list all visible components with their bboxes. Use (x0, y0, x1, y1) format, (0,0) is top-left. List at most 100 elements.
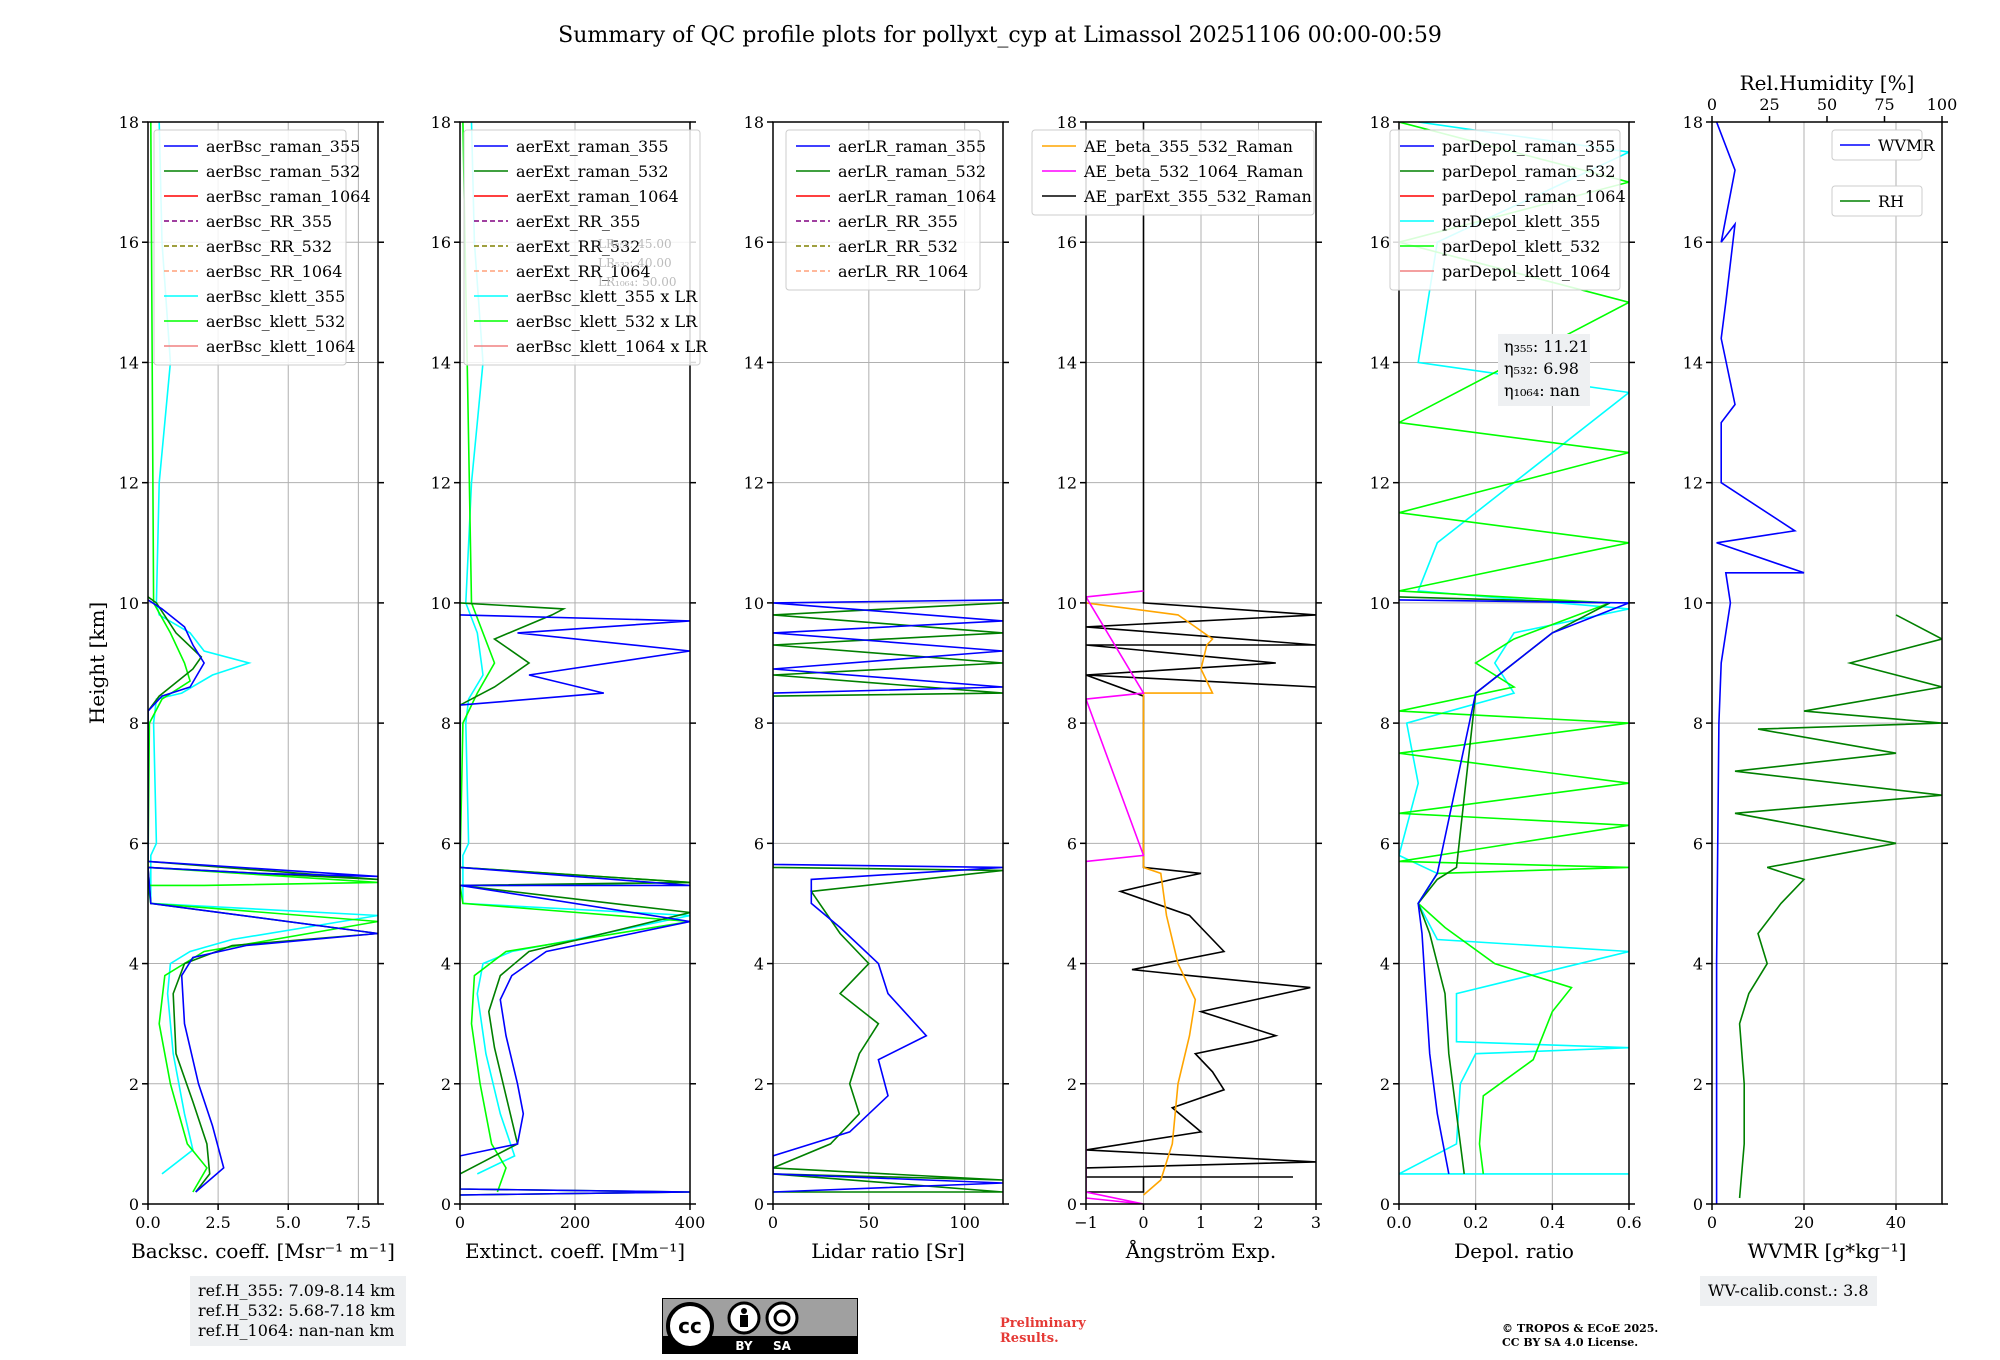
y-tick-label: 2 (441, 1075, 451, 1094)
y-tick-label: 6 (1693, 834, 1703, 853)
series-aerext-raman-532 (460, 602, 690, 1196)
series-ae-parext-355-532-raman (1086, 122, 1316, 1193)
y-tick-label: 8 (129, 714, 139, 733)
y-tick-label: 10 (431, 594, 451, 613)
lr-note: LR₅₃₂: 40.00 (598, 256, 672, 270)
legend-entry: parDepol_klett_355 (1442, 212, 1600, 231)
legend-entry: aerBsc_klett_1064 (206, 337, 355, 356)
series-ae-beta-532-1064-raman (1086, 590, 1145, 1204)
y-tick-label: 6 (1380, 834, 1390, 853)
lr-note: LR₃₅₅: 45.00 (598, 237, 672, 251)
x-tick-label: 0 (1138, 1213, 1148, 1232)
x-axis-label: Lidar ratio [Sr] (811, 1239, 965, 1263)
y-tick-label: 6 (1067, 834, 1077, 853)
legend-entry: parDepol_raman_355 (1442, 137, 1615, 156)
legend-entry: aerExt_raman_1064 (516, 187, 679, 206)
series-aerext-raman-355 (460, 614, 690, 1196)
y-tick-label: 4 (1067, 955, 1077, 974)
x-axis-label: Ångström Exp. (1125, 1238, 1276, 1263)
copyright-note: © TROPOS & ECoE 2025. CC BY SA 4.0 Licen… (1502, 1322, 1658, 1350)
series-aerlr-raman-532 (773, 602, 1003, 1193)
top-x-tick-label: 0 (1707, 95, 1717, 114)
cc-license-badge: cc BY SA (662, 1298, 858, 1354)
legend-entry: aerBsc_klett_532 (206, 312, 345, 331)
legend-entry: aerLR_RR_1064 (838, 262, 968, 281)
legend-box (1831, 129, 1923, 161)
y-tick-label: 16 (1683, 233, 1703, 252)
x-axis-label: Depol. ratio (1454, 1239, 1574, 1263)
y-tick-label: 8 (1693, 714, 1703, 733)
y-tick-label: 0 (1067, 1195, 1077, 1214)
axes-frame (147, 121, 379, 1205)
x-tick-label: 0 (455, 1213, 465, 1232)
legend-entry: aerLR_raman_1064 (838, 187, 996, 206)
y-tick-label: 6 (129, 834, 139, 853)
y-tick-label: 4 (129, 955, 139, 974)
legend-entry: aerLR_RR_355 (838, 212, 958, 231)
wv-calibration-text: WV-calib.const.: 3.8 (1708, 1281, 1869, 1300)
y-tick-label: 18 (431, 113, 451, 132)
axes-frame (1398, 121, 1630, 1205)
legend-entry: aerBsc_raman_355 (206, 137, 360, 156)
axes-frame (772, 121, 1004, 1205)
x-axis-label: WVMR [g*kg⁻¹] (1748, 1239, 1907, 1263)
series-aerbsc-raman-532 (148, 596, 378, 1193)
legend-box (1389, 129, 1621, 291)
top-x-tick-label: 25 (1759, 95, 1779, 114)
legend-box (463, 129, 701, 366)
y-tick-label: 16 (119, 233, 139, 252)
y-tick-label: 0 (1380, 1195, 1390, 1214)
y-tick-label: 14 (1370, 353, 1390, 372)
y-tick-label: 10 (1683, 594, 1703, 613)
y-tick-label: 14 (744, 353, 764, 372)
axes-frame (1711, 121, 1943, 1205)
y-tick-label: 10 (119, 594, 139, 613)
eta-value: η₃₅₅: 11.21 (1504, 337, 1589, 356)
y-tick-label: 18 (744, 113, 764, 132)
y-tick-label: 6 (441, 834, 451, 853)
y-tick-label: 16 (1370, 233, 1390, 252)
legend-entry: aerExt_raman_355 (516, 137, 669, 156)
legend-entry: AE_beta_355_532_Raman (1083, 137, 1293, 156)
y-tick-label: 10 (1057, 594, 1077, 613)
refbox-line-355: ref.H_355: 7.09-8.14 km (198, 1281, 396, 1300)
series-aerbsc-raman-355 (148, 599, 378, 1193)
y-tick-label: 12 (1370, 474, 1390, 493)
legend-entry: aerExt_RR_1064 (516, 262, 651, 281)
wv-calibration-box: WV-calib.const.: 3.8 (1700, 1276, 1877, 1306)
y-tick-label: 18 (1057, 113, 1077, 132)
sa-text: SA (773, 1339, 792, 1353)
y-tick-label: 4 (1693, 955, 1703, 974)
legend-entry: aerLR_raman_355 (838, 137, 986, 156)
top-x-tick-label: 75 (1874, 95, 1894, 114)
y-tick-label: 14 (119, 353, 139, 372)
y-tick-label: 10 (1370, 594, 1390, 613)
y-tick-label: 2 (1380, 1075, 1390, 1094)
refbox-line-532: ref.H_532: 5.68-7.18 km (198, 1301, 396, 1320)
y-tick-label: 18 (119, 113, 139, 132)
top-x-tick-label: 100 (1927, 95, 1958, 114)
legend-entry: aerExt_RR_355 (516, 212, 640, 231)
panel-backscatter: 0 2 4 6 8 10 12 14 16 18 0.0 2.5 5.0 7.5 Backsc. coeff… (85, 113, 395, 1263)
series-wvmr (1715, 122, 1805, 1204)
series-rh (1734, 614, 1942, 1199)
legend-entry: aerBsc_RR_355 (206, 212, 332, 231)
y-axis-label: Height [km] (85, 602, 109, 724)
x-tick-label: 20 (1794, 1213, 1814, 1232)
series-pardepol-raman-532 (1399, 596, 1613, 1175)
eta-value: η₁₀₆₄: nan (1504, 381, 1580, 400)
figure-title: Summary of QC profile plots for pollyxt_… (558, 23, 1442, 48)
x-tick-label: 400 (675, 1213, 706, 1232)
y-tick-label: 12 (1683, 474, 1703, 493)
x-tick-label: 2 (1253, 1213, 1263, 1232)
top-x-axis-label: Rel.Humidity [%] (1740, 71, 1915, 95)
y-tick-label: 4 (441, 955, 451, 974)
y-tick-label: 0 (1693, 1195, 1703, 1214)
legend-entry: aerBsc_klett_355 (206, 287, 345, 306)
refbox-line-1064: ref.H_1064: nan-nan km (198, 1321, 395, 1340)
x-tick-label: 1 (1196, 1213, 1206, 1232)
y-tick-label: 2 (1067, 1075, 1077, 1094)
legend-entry: parDepol_raman_1064 (1442, 187, 1626, 206)
y-tick-label: 12 (431, 474, 451, 493)
